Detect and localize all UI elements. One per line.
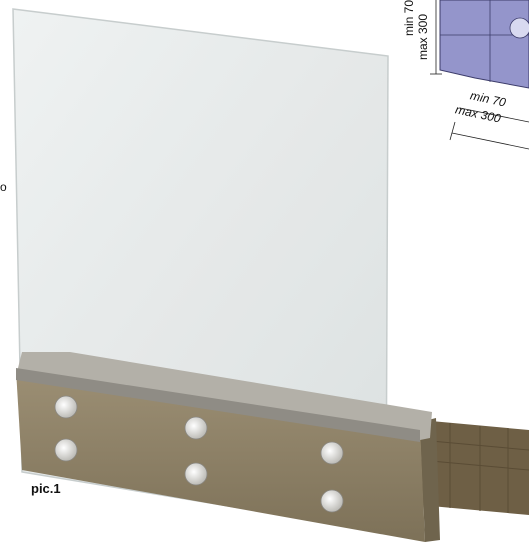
figure-caption: pic.1 <box>31 481 61 496</box>
horizontal-dimension-line-1 <box>459 107 529 123</box>
mount-plate-shape <box>439 0 529 89</box>
mount-hole-shape <box>509 17 529 39</box>
bolt <box>54 438 78 462</box>
horizontal-dimension-line-2 <box>451 132 529 150</box>
bolt <box>54 395 78 419</box>
brick-ledge <box>419 420 529 515</box>
vertical-max-label: max 300 <box>416 13 430 60</box>
glass-mount-bolts <box>54 395 344 513</box>
bolt <box>320 489 344 513</box>
vertical-min-label: min 70 <box>402 0 416 36</box>
base-wall-side <box>420 418 440 542</box>
bolt <box>320 441 344 465</box>
dimension-drawing <box>430 0 529 150</box>
bolt <box>184 462 208 486</box>
edge-fragment-label: o <box>0 180 7 194</box>
bolt <box>184 416 208 440</box>
